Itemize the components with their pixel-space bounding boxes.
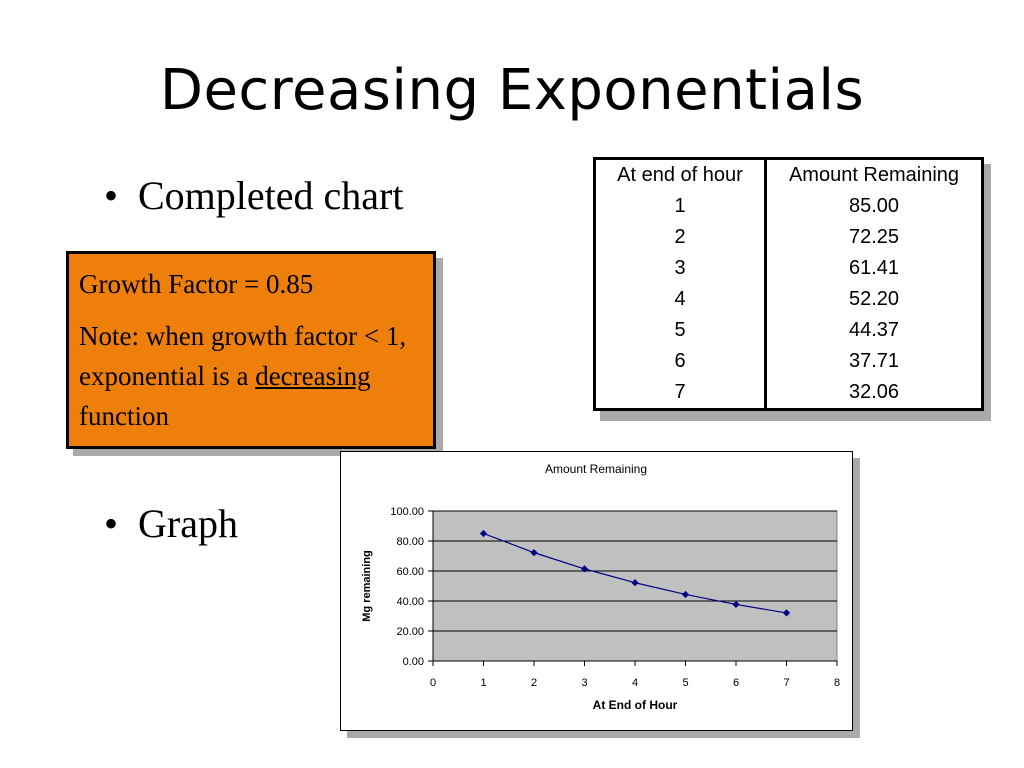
y-tick-label: 20.00 [396, 626, 424, 638]
cell-hour: 2 [594, 222, 767, 253]
data-point [732, 600, 740, 609]
y-tick-label: 100.00 [390, 506, 424, 518]
cell-hour: 7 [594, 377, 767, 410]
data-point [631, 579, 639, 587]
x-axis-label: At End of Hour [593, 698, 678, 712]
data-point [479, 529, 488, 538]
amount-remaining-chart: Amount Remaining 0.00 20.00 40.00 60.00 80.00… [361, 462, 840, 712]
cell-amount: 37.71 [848, 350, 900, 372]
y-tick-label: 60.00 [396, 566, 424, 578]
x-tick-label: 4 [632, 677, 638, 689]
cell-amount: 52.20 [848, 288, 900, 310]
data-table: At end of hour Amount Remaining 1 85.00 2… [593, 157, 984, 411]
chart-title: Amount Remaining [545, 462, 647, 476]
bullet-marker: • [104, 501, 119, 546]
note-text-end: function [79, 401, 169, 431]
x-tick-label: 6 [733, 677, 739, 689]
data-point [681, 590, 690, 599]
x-tick-label: 0 [430, 677, 436, 689]
y-axis-label: Mg remaining [361, 550, 373, 622]
table-row: 7 32.06 [594, 377, 983, 410]
chart-area: Amount Remaining 0.00 20.00 40.00 60.00 80.00… [340, 451, 853, 731]
table-row: 3 61.41 [594, 253, 983, 284]
x-tick-label: 5 [682, 677, 688, 689]
cell-amount: 32.06 [848, 381, 900, 403]
bullet-marker: • [104, 173, 119, 218]
y-tick-label: 40.00 [396, 596, 424, 608]
cell-hour: 3 [594, 253, 767, 284]
bullet-text: Graph [138, 501, 238, 546]
data-point [580, 565, 589, 573]
slide-title: Decreasing Exponentials [159, 58, 865, 123]
note-text: Note: when growth factor < 1, exponentia… [79, 316, 423, 436]
note-underlined-word: decreasing [255, 361, 371, 391]
cell-hour: 4 [594, 284, 767, 315]
note-box: Growth Factor = 0.85 Note: when growth f… [66, 251, 436, 449]
bullet-completed-chart: • Completed chart [104, 172, 403, 219]
chart-wrapper: Amount Remaining 0.00 20.00 40.00 60.00 80.00… [340, 451, 860, 738]
table-row: 5 44.37 [594, 315, 983, 346]
table-row: 1 85.00 [594, 191, 983, 222]
header-hour: At end of hour [594, 158, 767, 191]
bullet-graph: • Graph [104, 500, 238, 547]
cell-amount: 61.41 [848, 257, 900, 279]
table-header-row: At end of hour Amount Remaining [594, 158, 983, 191]
cell-amount: 85.00 [848, 195, 900, 217]
table-row: 6 37.71 [594, 346, 983, 377]
data-point [530, 549, 538, 557]
cell-amount: 72.25 [848, 226, 900, 248]
cell-hour: 5 [594, 315, 767, 346]
table-row: 4 52.20 [594, 284, 983, 315]
x-tick-label: 2 [531, 677, 537, 689]
data-table-wrapper: At end of hour Amount Remaining 1 85.00 2… [593, 157, 991, 421]
cell-hour: 6 [594, 346, 767, 377]
x-tick-label: 8 [834, 677, 840, 689]
cell-hour: 1 [594, 191, 767, 222]
note-text-start: Note: when growth factor < 1, exponentia… [79, 321, 407, 391]
growth-factor-note: Growth Factor = 0.85 Note: when growth f… [66, 251, 443, 456]
x-tick-label: 3 [581, 677, 587, 689]
x-tick-label: 7 [783, 677, 789, 689]
cell-amount: 44.37 [848, 319, 900, 341]
y-tick-label: 0.00 [403, 656, 424, 668]
bullet-text: Completed chart [138, 173, 404, 218]
header-amount: Amount Remaining [788, 164, 960, 186]
growth-factor-text: Growth Factor = 0.85 [79, 269, 314, 299]
x-tick-label: 1 [480, 677, 486, 689]
table-row: 2 72.25 [594, 222, 983, 253]
y-tick-label: 80.00 [396, 536, 424, 548]
